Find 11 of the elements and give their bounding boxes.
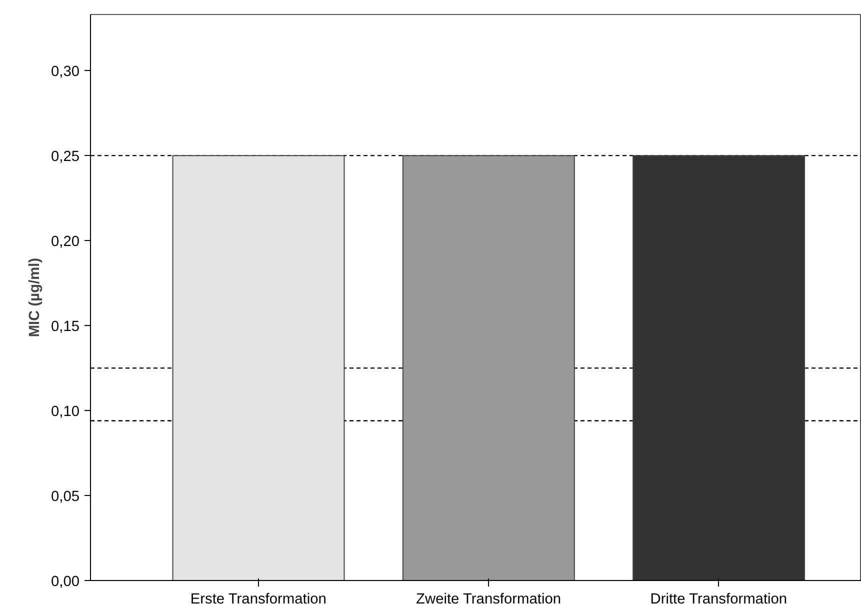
x-tick-label: Erste Transformation [190,592,326,608]
y-tick-label: 0,20 [50,234,80,250]
y-tick-label: 0,05 [50,489,80,506]
y-tick-label: 0,15 [50,319,80,336]
x-tick-label: Dritte Transformation [650,592,788,608]
y-tick-label: 0,10 [50,404,80,420]
y-tick-label: 0,30 [50,64,80,80]
y-tick-label: 0,00 [50,574,80,590]
y-axis-title: MIC (µg/ml) [26,258,43,338]
y-tick-label: 0,25 [50,149,80,166]
x-tick-label: Zweite Transformation [416,592,562,608]
